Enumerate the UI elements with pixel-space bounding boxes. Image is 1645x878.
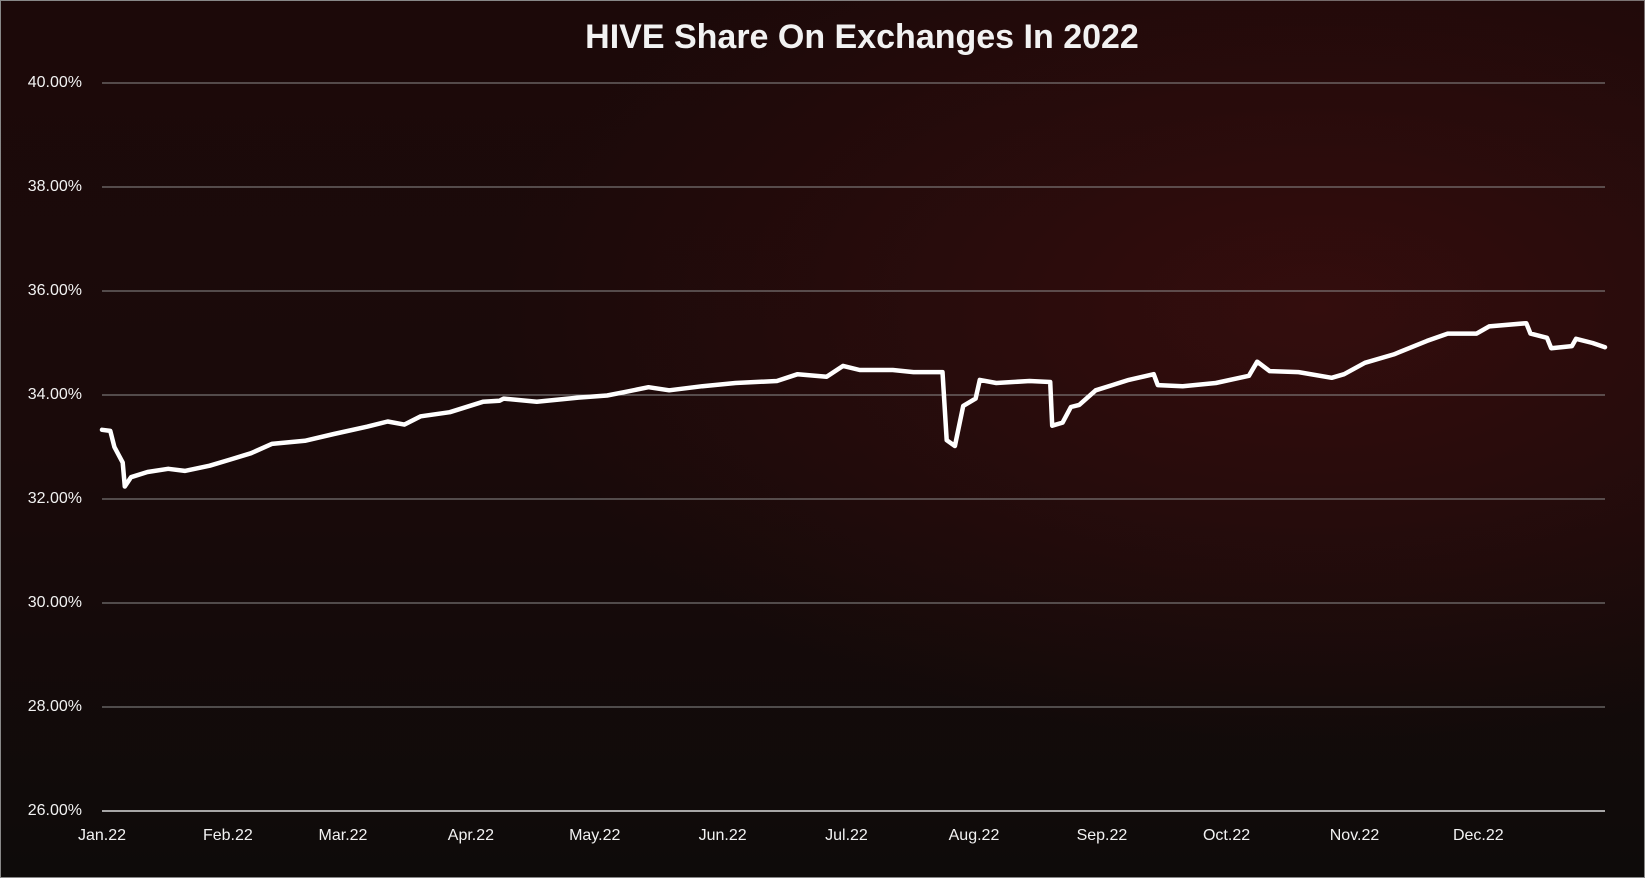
y-tick-label: 38.00% [28,178,82,195]
y-tick-label: 32.00% [28,490,82,507]
x-tick-label: Jul.22 [825,827,868,844]
x-tick-label: Apr.22 [448,827,494,844]
y-tick-label: 36.00% [28,282,82,299]
x-tick-label: Feb.22 [203,827,253,844]
y-tick-label: 28.00% [28,698,82,715]
x-tick-label: Jun.22 [699,827,747,844]
x-tick-label: Nov.22 [1330,827,1380,844]
y-tick-label: 26.00% [28,802,82,819]
x-tick-label: Oct.22 [1203,827,1250,844]
y-tick-label: 34.00% [28,386,82,403]
x-tick-label: Sep.22 [1077,827,1128,844]
x-tick-label: May.22 [569,827,620,844]
x-tick-label: Jan.22 [78,827,126,844]
data-line [99,320,1608,489]
y-tick-label: 30.00% [28,594,82,611]
chart-title: HIVE Share On Exchanges In 2022 [585,18,1139,56]
x-tick-label: Mar.22 [319,827,368,844]
x-tick-label: Dec.22 [1453,827,1504,844]
x-tick-label: Aug.22 [949,827,1000,844]
y-tick-label: 40.00% [28,74,82,91]
